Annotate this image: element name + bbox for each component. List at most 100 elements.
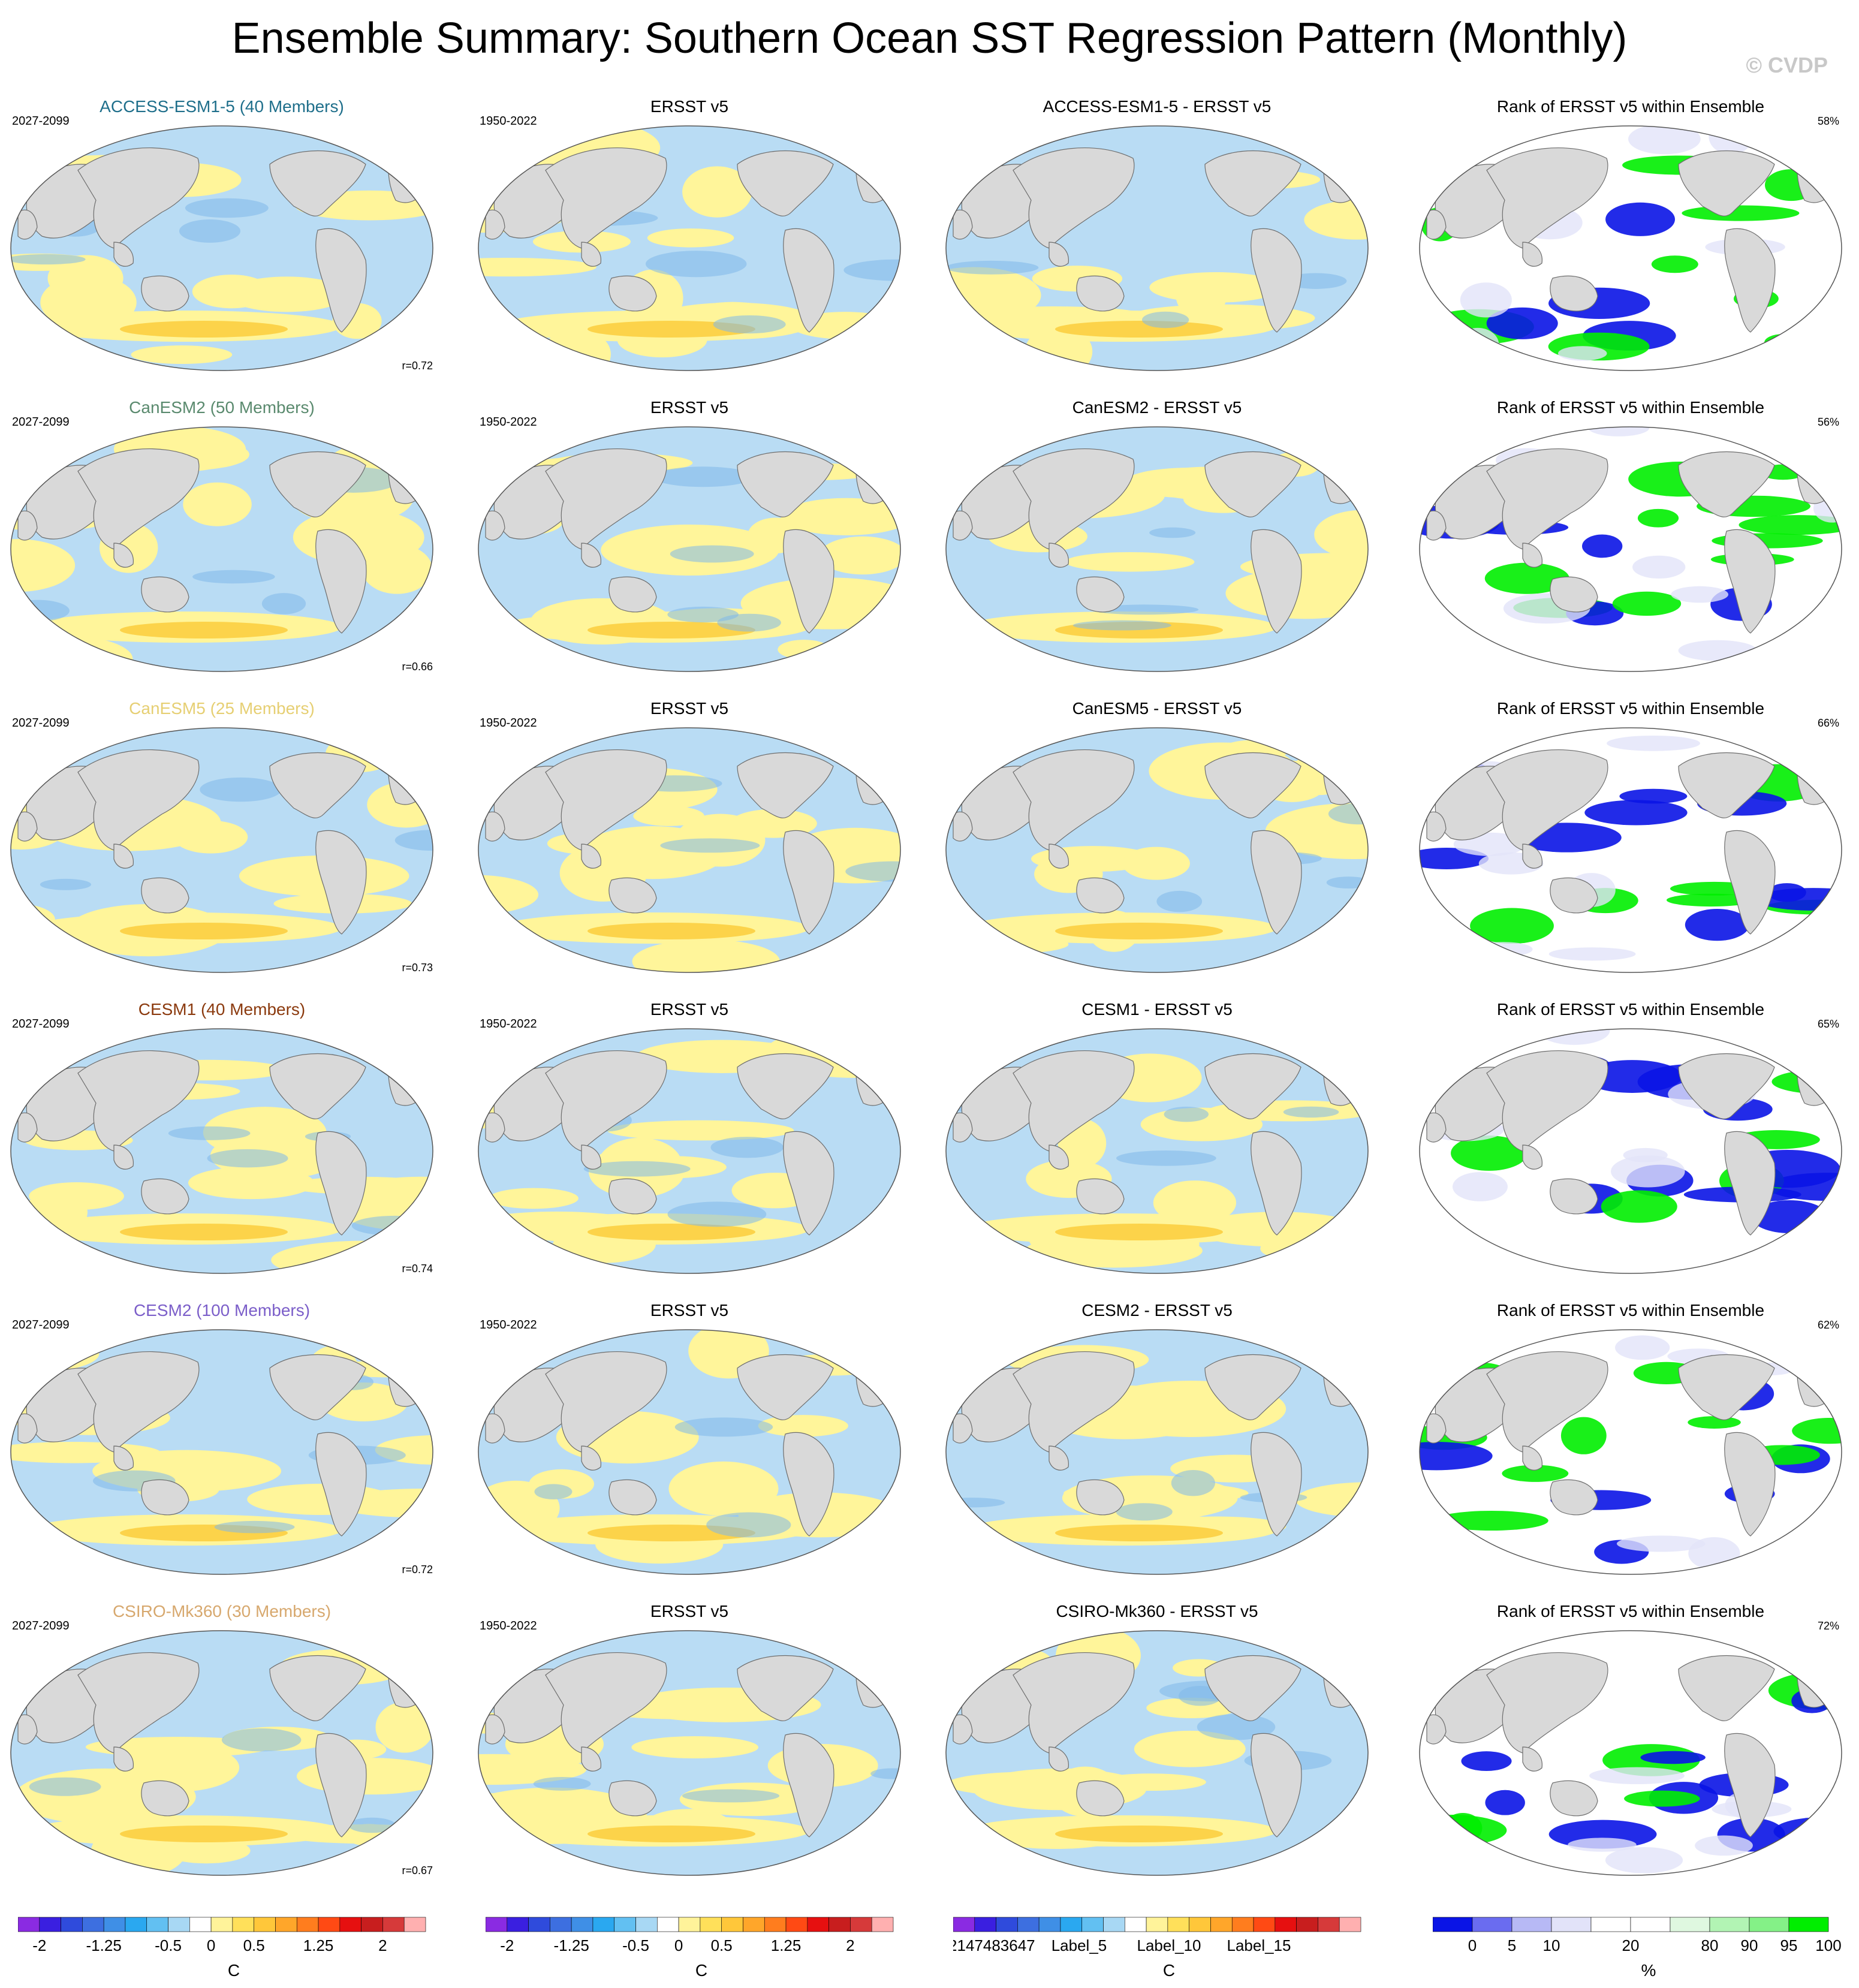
rank-mid-patch	[1605, 1847, 1683, 1873]
positive-anomaly	[946, 602, 968, 625]
positive-anomaly	[1316, 1225, 1368, 1273]
continent-outline	[141, 1479, 189, 1516]
continent-outline	[17, 1112, 38, 1143]
colorbar-tick-label: -1.25	[554, 1936, 589, 1954]
southern-band-core	[1055, 1224, 1223, 1240]
continent-outline	[1204, 150, 1301, 216]
colorbar-swatch	[657, 1917, 679, 1932]
pattern-correlation: r=0.74	[402, 1263, 433, 1275]
colorbar-swatch	[1275, 1917, 1297, 1932]
negative-anomaly	[706, 1512, 791, 1538]
rank-low-patch	[1619, 788, 1688, 804]
negative-anomaly	[870, 1768, 900, 1779]
colorbar-tick-label: -1.25	[86, 1936, 122, 1954]
continent-outline	[77, 1652, 200, 1754]
map-border	[10, 1630, 433, 1876]
pattern-correlation: r=0.72	[402, 1564, 433, 1576]
negative-anomaly	[185, 198, 269, 218]
rank-percent: 72%	[1817, 1620, 1839, 1632]
colorbar-swatch	[254, 1917, 276, 1932]
world-map	[1419, 125, 1842, 371]
rank-mid-patch	[1623, 1147, 1668, 1162]
continent-outline	[1204, 1655, 1301, 1721]
positive-anomaly	[226, 276, 347, 312]
colorbar-tick-label: 1.25	[303, 1936, 334, 1954]
colorbar-swatch	[850, 1917, 872, 1932]
continent-outline	[1013, 147, 1135, 249]
rank-mid-patch	[1678, 640, 1757, 661]
page-title: Ensemble Summary: Southern Ocean SST Reg…	[231, 14, 1628, 62]
continent-outline	[953, 510, 973, 541]
rank-high-patch	[1420, 1530, 1483, 1563]
negative-anomaly	[221, 1728, 302, 1752]
continent-outline	[485, 811, 505, 842]
continent-outline	[1486, 1652, 1608, 1754]
pattern-correlation: r=0.73	[402, 962, 433, 974]
rank-high-patch	[1651, 255, 1698, 273]
continent-outline	[581, 1746, 601, 1772]
world-map	[945, 727, 1369, 973]
rank-percent: 58%	[1817, 115, 1839, 127]
panel-title: ERSST v5	[650, 699, 729, 718]
continent-outline	[1013, 1351, 1135, 1453]
continent-outline	[1076, 1479, 1125, 1516]
continent-outline	[1076, 576, 1125, 613]
panel-title: CESM1 (40 Members)	[138, 1000, 306, 1019]
colorbar-swatch	[1788, 1917, 1829, 1932]
continent-outline	[1426, 1413, 1447, 1444]
map-border	[10, 727, 433, 973]
continent-outline	[1426, 510, 1447, 541]
panel-obs-0: ERSST v5 1950-2022	[474, 95, 905, 376]
colorbar-swatch	[61, 1917, 83, 1932]
panel-title: CanESM5 (25 Members)	[129, 699, 315, 718]
continent-outline	[1048, 1746, 1069, 1772]
continent-outline	[113, 844, 134, 869]
rank-mid-patch	[1460, 282, 1512, 318]
continent-outline	[737, 1053, 834, 1119]
negative-anomaly	[670, 545, 754, 563]
positive-anomaly	[819, 536, 900, 575]
negative-anomaly	[11, 254, 86, 265]
continent-outline	[1076, 275, 1125, 312]
continent-outline	[953, 1413, 973, 1444]
colorbar-tick-label: 90	[1741, 1936, 1758, 1954]
panel-model-1: CanESM2 (50 Members) 2027-2099 r=0.66	[6, 396, 438, 677]
world-map	[945, 1329, 1369, 1575]
continent-outline	[269, 752, 366, 818]
panel-rank-4: Rank of ERSST v5 within Ensemble 62%	[1415, 1299, 1846, 1580]
panel-rank-3: Rank of ERSST v5 within Ensemble 65%	[1415, 998, 1846, 1279]
panel-title: ERSST v5	[650, 1301, 729, 1320]
colorbar-swatch	[1551, 1917, 1592, 1932]
colorbar-swatch	[871, 1917, 894, 1932]
positive-anomaly	[1338, 1637, 1368, 1680]
colorbar-swatch	[1433, 1917, 1473, 1932]
colorbar-swatch	[507, 1917, 529, 1932]
negative-anomaly	[1072, 620, 1171, 631]
colorbar-tick-label: Label_5	[1051, 1936, 1107, 1954]
continent-outline	[783, 1131, 834, 1236]
colorbar-unit: C	[695, 1961, 708, 1980]
rank-low-patch	[1486, 307, 1558, 339]
negative-anomaly	[1164, 1106, 1209, 1122]
map-border	[10, 1028, 433, 1274]
panel-title: ACCESS-ESM1-5 - ERSST v5	[1043, 97, 1272, 116]
continent-outline	[17, 209, 38, 240]
colorbar-swatch	[296, 1917, 319, 1932]
continent-outline	[269, 1053, 366, 1119]
panel-diff-4: CESM2 - ERSST v5	[941, 1299, 1373, 1580]
continent-outline	[1426, 1714, 1447, 1745]
world-map	[10, 1630, 433, 1876]
colorbar-tick-label: 10	[1543, 1936, 1560, 1954]
rank-high-patch	[1434, 1510, 1548, 1531]
continent-outline	[1724, 1432, 1776, 1537]
continent-outline	[1251, 228, 1302, 333]
positive-anomaly	[946, 347, 1019, 367]
map-border	[478, 1630, 901, 1876]
colorbar-swatch	[1511, 1917, 1552, 1932]
continent-outline	[485, 209, 505, 240]
negative-anomaly	[168, 1126, 251, 1140]
colorbar-swatch	[382, 1917, 405, 1932]
panel-title: ERSST v5	[650, 1000, 729, 1019]
continent-outline	[77, 147, 200, 249]
continent-outline	[315, 1131, 367, 1236]
